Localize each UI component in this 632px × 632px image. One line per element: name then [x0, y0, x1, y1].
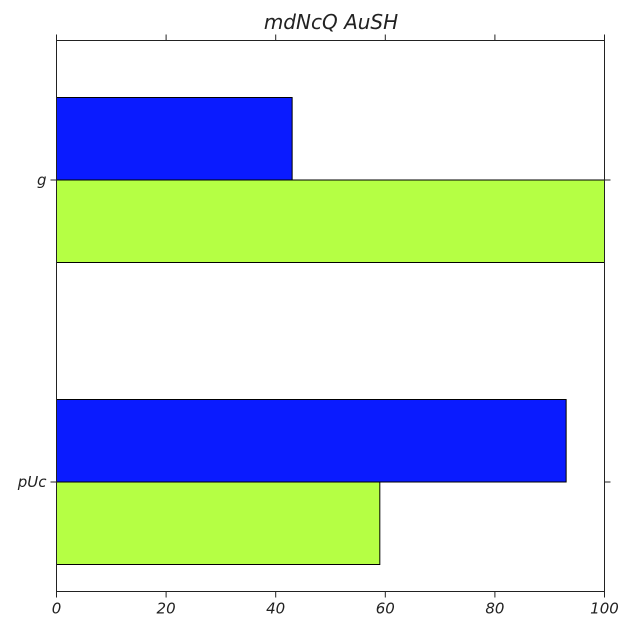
bars-layer — [56, 97, 605, 565]
x-tick-label: 40 — [266, 600, 285, 618]
bar-g-series-2 — [56, 97, 293, 181]
x-tick-label: 0 — [52, 600, 62, 618]
axes-layer: pUc g 0 20 40 60 80 100 — [17, 34, 619, 618]
bar-g-series-1 — [56, 179, 605, 263]
bar-pUc-series-2 — [56, 399, 567, 483]
chart-title: mdNcQ AuSH — [264, 10, 398, 34]
x-tick-label: 100 — [590, 600, 619, 618]
bar-pUc-series-1 — [56, 481, 381, 565]
y-tick-label: g — [37, 171, 47, 189]
x-tick-label: 60 — [376, 600, 395, 618]
x-tick-label: 80 — [485, 600, 504, 618]
x-tick-label: 20 — [157, 600, 176, 618]
y-tick-label: pUc — [17, 473, 48, 491]
plot-frame — [56, 40, 605, 592]
